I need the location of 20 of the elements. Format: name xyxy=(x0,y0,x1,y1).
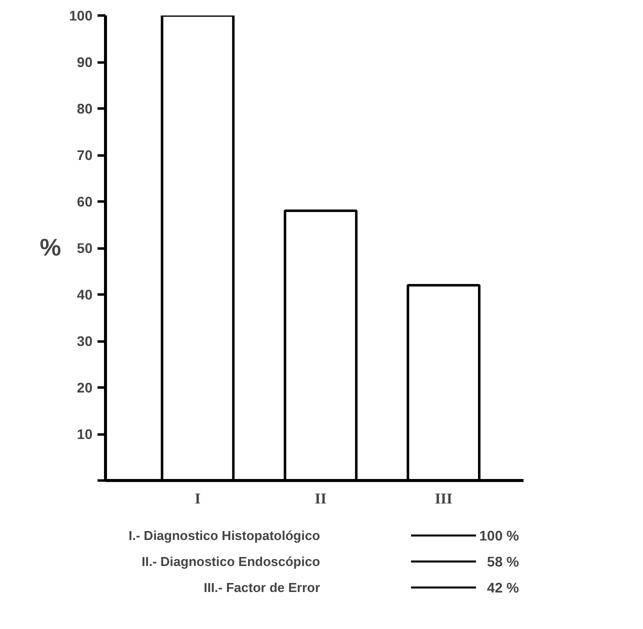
text: I.- Diagnostico Histopatológico xyxy=(128,528,320,543)
text: 100 % xyxy=(479,528,520,544)
y-tick-label: 60 xyxy=(76,194,93,210)
x-tick-label: II xyxy=(314,492,327,508)
text: III.- Factor de Error xyxy=(204,580,320,595)
y-tick-label: 50 xyxy=(76,240,93,256)
y-tick-label: 10 xyxy=(76,426,93,442)
y-tick-label: 30 xyxy=(76,333,93,349)
y-tick-label: 20 xyxy=(76,380,93,396)
y-tick-label: 100 xyxy=(69,8,93,24)
text: 58 % xyxy=(487,554,520,570)
text: II.- Diagnostico Endoscópico xyxy=(142,554,320,569)
y-tick-label: 40 xyxy=(76,286,93,302)
y-tick-label: 80 xyxy=(76,100,93,116)
x-tick-label: I xyxy=(194,492,201,508)
y-axis-title: % xyxy=(40,234,62,262)
y-tick-label: 70 xyxy=(76,147,93,163)
y-tick-label: 90 xyxy=(76,54,93,70)
text: 42 % xyxy=(487,580,520,596)
x-tick-label: III xyxy=(434,492,453,508)
